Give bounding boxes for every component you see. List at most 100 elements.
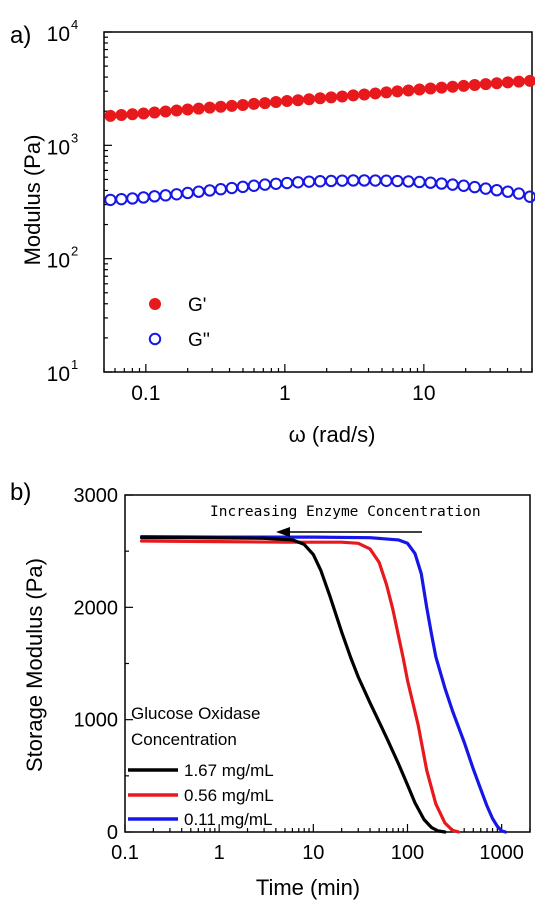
curve-1-67-mg-ml: [139, 536, 447, 834]
g-double-prime-point: [479, 182, 492, 195]
g-double-prime-point: [214, 183, 227, 196]
panel-b-x-tick-label: 1: [214, 842, 225, 864]
g-double-prime-point: [512, 187, 526, 200]
panel-b-y-tick-label: 0: [107, 822, 118, 844]
panel-a-x-tick-label: 10: [412, 382, 435, 405]
legend-label-0-11: 0.11 mg/mL: [184, 810, 273, 829]
g-double-prime-point: [115, 192, 128, 206]
panel-b-x-tick-label: 0.1: [111, 842, 139, 864]
legend-item-0-56: 0.56 mg/mL: [128, 786, 274, 805]
g-double-prime-point: [170, 188, 183, 201]
g-double-prime-point: [181, 186, 194, 200]
g-prime-point: [181, 103, 194, 116]
panel-a-y-tick-label: 10: [47, 250, 70, 273]
legend-item-1-67: 1.67 mg/mL: [128, 761, 274, 780]
panel-b-y-tick-label: 2000: [74, 597, 119, 619]
g-double-prime-point: [258, 178, 272, 191]
g-prime-point: [325, 91, 338, 104]
panel-a-y-tick-exponent: 3: [71, 130, 78, 145]
g-prime-point: [104, 109, 117, 122]
g-prime-point: [281, 95, 294, 108]
g-double-prime-point: [380, 174, 393, 187]
g-prime-point: [435, 81, 448, 94]
legend-item-g-double-prime: G'': [148, 330, 210, 351]
curve-0-11-mg-ml: [139, 534, 508, 834]
g-prime-point: [115, 109, 128, 122]
g-double-prime-point: [369, 174, 382, 187]
g-double-prime-point: [104, 193, 117, 207]
g-double-prime-point: [291, 176, 305, 189]
g-double-prime-point: [490, 183, 503, 197]
g-prime-point: [126, 108, 139, 121]
g-double-prime-point: [501, 185, 515, 198]
g-double-prime-point: [523, 190, 535, 203]
panel-b-axes: 0.1 1 10 100 1000 0 1000 2000 3000: [74, 485, 531, 864]
g-prime-point: [314, 92, 327, 105]
g-prime-point: [490, 77, 503, 90]
panel-b-y-axis-label: Storage Modulus (Pa): [22, 558, 47, 772]
panel-a-y-tick-exponent: 2: [71, 244, 78, 259]
panel-b-legend: Glucose Oxidase Concentration 1.67 mg/mL…: [128, 704, 274, 829]
g-double-prime-point: [225, 181, 239, 195]
g-prime-point: [192, 102, 205, 115]
panel-b-x-tick-label: 10: [302, 842, 324, 864]
annotation-text: Increasing Enzyme Concentration: [210, 504, 481, 520]
panel-a-x-axis-label: ω (rad/s): [289, 422, 376, 447]
g-prime-point: [457, 79, 470, 92]
panel-a-y-tick-exponent: 4: [71, 17, 78, 32]
g-double-prime-point: [435, 177, 448, 190]
panel-a-y-tick-label: 10: [47, 136, 70, 159]
g-double-prime-point: [203, 184, 216, 197]
legend-label-1-67: 1.67 mg/mL: [184, 761, 274, 780]
g-double-prime-point: [148, 190, 161, 203]
legend-label-0-56: 0.56 mg/mL: [184, 786, 274, 805]
g-prime-point: [203, 101, 216, 114]
panel-a-legend: G' G'': [148, 295, 210, 351]
g-double-prime-point: [269, 177, 283, 190]
panel-b-x-tick-label: 1000: [479, 842, 524, 864]
legend-title-line-1: Glucose Oxidase: [131, 704, 260, 723]
panel-b-label: b): [10, 479, 31, 506]
g-prime-point: [292, 94, 305, 107]
g-prime-point: [446, 80, 459, 93]
g-prime-point: [413, 83, 426, 96]
g-double-prime-point: [247, 179, 261, 192]
g-double-prime-point: [137, 191, 150, 204]
panel-a-label: a): [10, 22, 31, 49]
g-prime-point: [479, 78, 492, 91]
panel-b-y-tick-label: 3000: [74, 485, 119, 507]
panel-b-x-tick-label: 100: [391, 842, 424, 864]
g-double-prime-point: [468, 180, 481, 194]
g-prime-point: [269, 96, 282, 109]
legend-label-g-prime: G': [188, 295, 206, 316]
panel-b-x-axis-label: Time (min): [256, 875, 360, 900]
panel-b-frame: [124, 494, 531, 833]
legend-marker-g-prime: [149, 298, 161, 310]
annotation-arrow-head: [276, 527, 290, 537]
g-prime-point: [468, 78, 481, 91]
panel-a-plot-area: [104, 74, 535, 207]
g-double-prime-point: [391, 174, 404, 188]
g-prime-point: [512, 75, 525, 88]
panel-b-plot-area: [139, 534, 508, 834]
g-double-prime-point: [358, 174, 371, 187]
legend-item-0-11: 0.11 mg/mL: [128, 810, 273, 829]
g-prime-point: [159, 105, 172, 118]
g-double-prime-point: [413, 175, 426, 189]
g-prime-point: [369, 87, 382, 100]
panel-a-y-tick-label: 10: [47, 23, 70, 46]
g-prime-point: [247, 97, 260, 110]
g-prime-point: [424, 82, 437, 95]
g-double-prime-point: [457, 179, 470, 192]
g-prime-point: [347, 89, 360, 102]
g-double-prime-point: [126, 192, 139, 205]
g-prime-point: [236, 98, 249, 111]
g-double-prime-point: [324, 174, 338, 188]
legend-title-line-2: Concentration: [131, 730, 237, 749]
g-double-prime-point: [347, 174, 360, 187]
g-double-prime-point: [280, 176, 294, 190]
panel-a-x-tick-label: 1: [279, 382, 291, 405]
g-prime-point: [148, 106, 161, 119]
g-double-prime-point: [424, 176, 437, 189]
